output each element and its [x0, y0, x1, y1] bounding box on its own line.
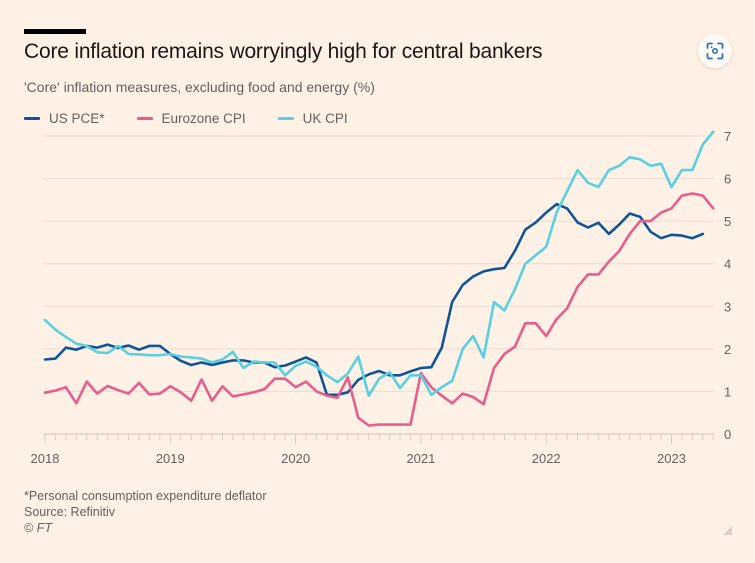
x-tick-label: 2021 — [406, 451, 435, 466]
x-tick-label: 2023 — [657, 451, 686, 466]
y-tick-label: 5 — [724, 214, 731, 229]
y-tick-label: 7 — [724, 129, 731, 144]
scan-expand-icon — [706, 42, 724, 60]
footnote: *Personal consumption expenditure deflat… — [24, 489, 267, 503]
series-line-us-pce — [43, 202, 705, 397]
y-tick-label: 6 — [724, 172, 731, 187]
legend-swatch-us-pce — [24, 117, 40, 120]
brand-bar — [24, 29, 86, 34]
y-tick-label: 0 — [724, 427, 731, 442]
chart-subtitle: 'Core' inflation measures, excluding foo… — [24, 79, 375, 95]
legend-item-eurozone-cpi: Eurozone CPI — [136, 111, 246, 126]
legend-label: Eurozone CPI — [161, 111, 246, 126]
y-tick-label: 4 — [724, 257, 731, 272]
legend: US PCE* Eurozone CPI UK CPI — [24, 111, 380, 126]
legend-label: UK CPI — [302, 111, 348, 126]
legend-swatch-uk-cpi — [277, 117, 294, 120]
legend-item-us-pce: US PCE* — [24, 111, 105, 126]
x-tick-label: 2019 — [156, 451, 185, 466]
legend-item-uk-cpi: UK CPI — [277, 111, 348, 126]
legend-label: US PCE* — [49, 111, 105, 126]
legend-swatch-eurozone-cpi — [136, 117, 153, 120]
chart-title: Core inflation remains worryingly high f… — [24, 40, 543, 63]
series-line-uk-cpi — [43, 130, 715, 398]
gridlines — [43, 135, 714, 393]
y-tick-label: 2 — [724, 342, 731, 357]
series-line-eurozone-cpi — [43, 192, 715, 427]
copyright: © FT — [24, 521, 52, 535]
y-tick-label: 1 — [724, 384, 731, 399]
x-tick-label: 2020 — [281, 451, 310, 466]
source-note: Source: Refinitiv — [24, 505, 116, 519]
series-lines — [43, 130, 715, 427]
x-axis: 2018 2019 2020 2021 2022 2023 — [31, 433, 714, 466]
x-tick-label: 2018 — [31, 451, 60, 466]
x-tick-label: 2022 — [532, 451, 561, 466]
footer: *Personal consumption expenditure deflat… — [24, 488, 267, 536]
y-tick-label: 3 — [724, 299, 731, 314]
resize-handle[interactable] — [723, 526, 732, 535]
expand-button[interactable] — [698, 34, 732, 68]
y-axis: 0 1 2 3 4 5 6 7 — [724, 129, 731, 442]
